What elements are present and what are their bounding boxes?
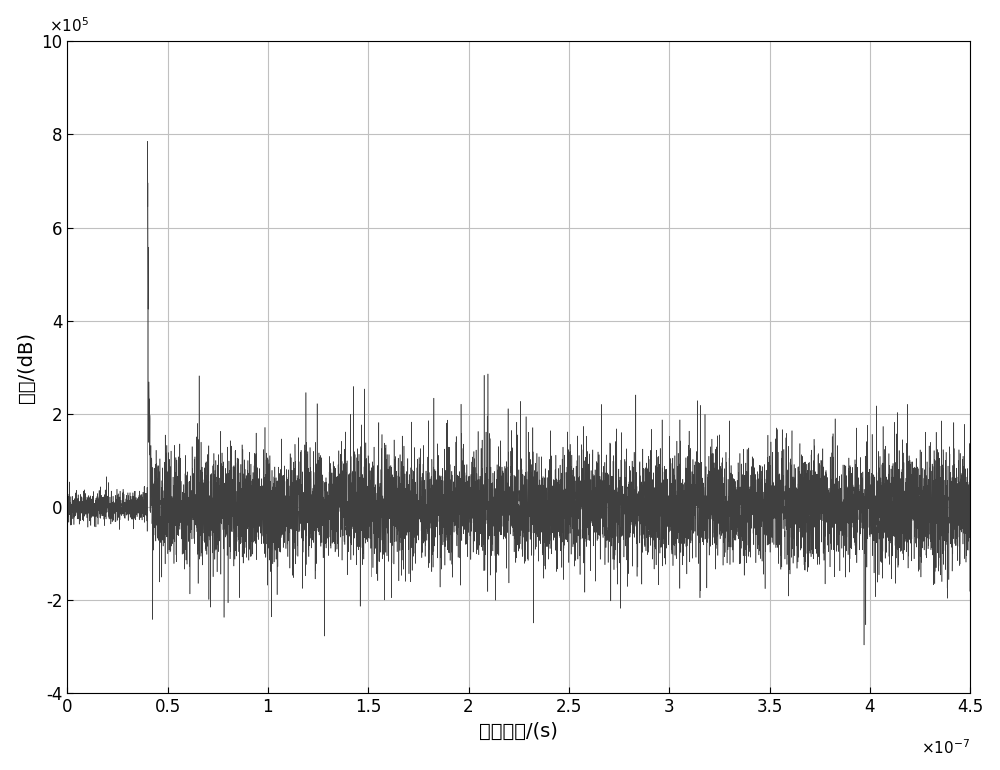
Text: $\times10^{-7}$: $\times10^{-7}$ [921,738,970,758]
Text: $\times10^{5}$: $\times10^{5}$ [49,16,89,35]
X-axis label: 采样时间/(s): 采样时间/(s) [479,721,558,741]
Y-axis label: 幅值/(dB): 幅值/(dB) [17,332,36,403]
